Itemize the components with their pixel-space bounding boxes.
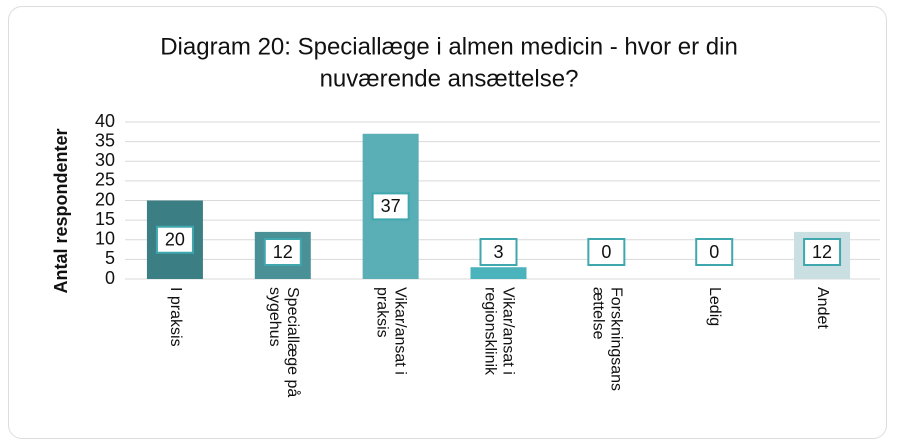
x-tick-label: Speciallæge påsygehus	[266, 287, 302, 397]
y-tick-label: 0	[105, 268, 115, 288]
y-tick-label: 35	[95, 130, 115, 150]
card	[8, 6, 887, 439]
data-label-box	[479, 238, 518, 266]
data-label: 12	[812, 242, 832, 262]
data-label-box	[155, 225, 194, 254]
data-label: 3	[493, 242, 503, 262]
y-axis-label: Antal respondenter	[51, 128, 71, 293]
data-label-box	[263, 238, 302, 266]
y-tick-label: 15	[95, 209, 115, 229]
data-label-box	[695, 238, 734, 266]
y-tick-label: 25	[95, 170, 115, 190]
x-tick-label: Andet	[814, 287, 831, 329]
chart-title: nuværende ansættelse?	[320, 65, 579, 92]
bar	[470, 267, 527, 279]
data-label: 12	[273, 242, 293, 262]
y-tick-label: 20	[95, 189, 115, 209]
chart-title: Diagram 20: Speciallæge i almen medicin …	[160, 33, 738, 60]
data-label: 37	[381, 196, 401, 216]
y-tick-label: 5	[105, 248, 115, 268]
data-label-box	[803, 238, 842, 266]
x-tick-label: I praksis	[167, 287, 184, 347]
y-tick-label: 30	[95, 150, 115, 170]
y-tick-label: 10	[95, 229, 115, 249]
data-label-box	[587, 238, 626, 266]
x-tick-label: Vikar/ansat ipraksis	[373, 287, 408, 375]
data-label: 0	[709, 242, 719, 262]
data-label-box	[371, 192, 410, 221]
data-label: 20	[165, 230, 185, 250]
x-tick-label: Forskningsansættelse	[589, 287, 624, 391]
x-tick-label: Vikar/ansat iregionsklinik	[481, 287, 516, 376]
y-tick-label: 40	[95, 111, 115, 131]
x-tick-label: Ledig	[706, 287, 723, 326]
data-label: 0	[601, 242, 611, 262]
